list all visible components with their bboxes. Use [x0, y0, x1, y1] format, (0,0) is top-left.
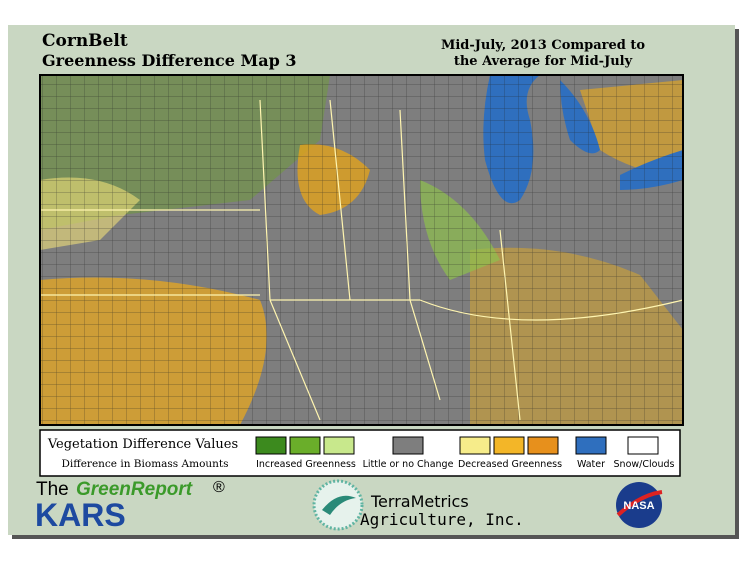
- swatch: [459, 436, 491, 455]
- legend-label: Little or no Change: [363, 459, 454, 470]
- registered: ®: [213, 479, 225, 496]
- legend-label: Decreased Greenness: [458, 459, 562, 470]
- state-borders: [40, 99, 684, 421]
- swatch: [527, 436, 559, 455]
- legend-label: Snow/Clouds: [614, 459, 675, 470]
- legend-label: Water: [577, 459, 605, 470]
- period: Mid-July, 2013 Compared to: [441, 38, 645, 53]
- title: CornBelt: [42, 31, 128, 51]
- county-lines: [40, 75, 683, 425]
- the-label: The: [36, 479, 69, 500]
- legend-title: Vegetation Difference Values: [47, 437, 238, 452]
- swatch: [392, 436, 424, 455]
- company-name: Agriculture, Inc.: [360, 510, 524, 529]
- terrametrics-swoosh: [322, 495, 356, 515]
- swatch: [627, 436, 659, 455]
- swatch: [289, 436, 321, 455]
- swatch: [493, 436, 525, 455]
- period: the Average for Mid-July: [454, 54, 633, 69]
- nasa-swoosh: [616, 490, 663, 517]
- swatch: [575, 436, 607, 455]
- map: [39, 74, 684, 426]
- company-name: TerraMetrics: [370, 492, 469, 511]
- swatch: [323, 436, 355, 455]
- legend-subtitle: Difference in Biomass Amounts: [61, 458, 228, 470]
- map-frame: [39, 74, 684, 426]
- swatch: [255, 436, 287, 455]
- legend-label: Increased Greenness: [256, 459, 356, 470]
- green-report: GreenReport: [76, 479, 193, 500]
- legend-box: [39, 429, 681, 477]
- footer: The GreenReport ® KARS TerraMetrics Agri…: [35, 479, 663, 533]
- legend: Vegetation Difference Values Difference …: [39, 429, 681, 477]
- nasa-label: NASA: [623, 500, 654, 512]
- subtitle: Greenness Difference Map 3: [42, 51, 296, 70]
- kars-logo: KARS: [35, 497, 126, 533]
